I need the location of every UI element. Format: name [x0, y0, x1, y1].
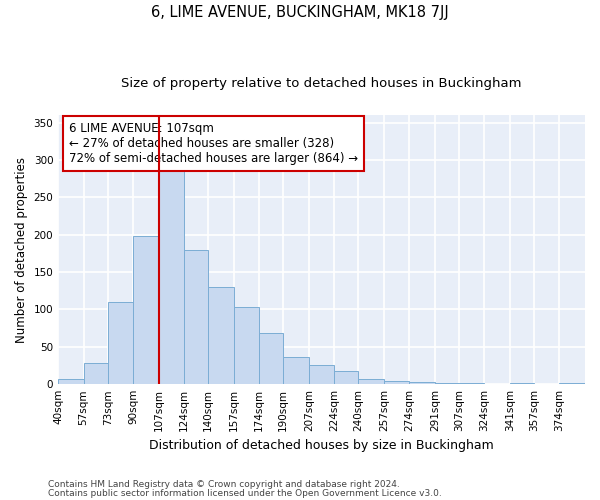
Bar	[358, 379, 384, 384]
Bar	[283, 358, 309, 384]
Text: 6, LIME AVENUE, BUCKINGHAM, MK18 7JJ: 6, LIME AVENUE, BUCKINGHAM, MK18 7JJ	[151, 5, 449, 20]
Text: Contains HM Land Registry data © Crown copyright and database right 2024.: Contains HM Land Registry data © Crown c…	[48, 480, 400, 489]
Bar	[409, 382, 435, 384]
Title: Size of property relative to detached houses in Buckingham: Size of property relative to detached ho…	[121, 78, 522, 90]
Bar	[133, 236, 159, 384]
Y-axis label: Number of detached properties: Number of detached properties	[15, 156, 28, 342]
Text: 6 LIME AVENUE: 107sqm
← 27% of detached houses are smaller (328)
72% of semi-det: 6 LIME AVENUE: 107sqm ← 27% of detached …	[69, 122, 358, 165]
Bar	[184, 250, 208, 384]
Bar	[384, 381, 409, 384]
Bar	[208, 287, 234, 384]
Bar	[559, 382, 585, 384]
Bar	[309, 365, 334, 384]
Bar	[259, 334, 283, 384]
Bar	[334, 372, 358, 384]
Text: Contains public sector information licensed under the Open Government Licence v3: Contains public sector information licen…	[48, 489, 442, 498]
Bar	[159, 164, 184, 384]
Bar	[58, 379, 83, 384]
Bar	[83, 364, 107, 384]
Bar	[234, 307, 259, 384]
Bar	[107, 302, 133, 384]
X-axis label: Distribution of detached houses by size in Buckingham: Distribution of detached houses by size …	[149, 440, 494, 452]
